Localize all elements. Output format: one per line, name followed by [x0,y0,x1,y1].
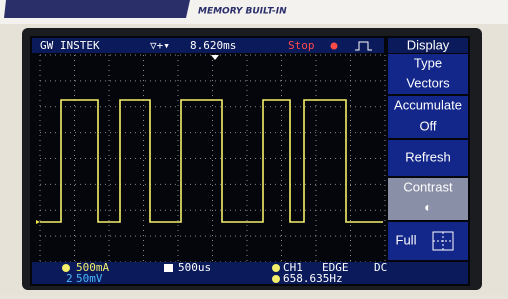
ch2-badge: 2 [66,272,73,285]
ch2-scale: 50mV [76,272,103,285]
frequency: 658.635Hz [283,272,343,285]
menu-label: Refresh [405,149,451,164]
coupling: DC [374,261,387,274]
menu-value: Vectors [406,75,450,90]
oscilloscope-photo: MEMORY BUILT-IN GW INSTEK ▽+▾ 8.620ms St… [0,0,508,295]
menu-label: Accumulate [394,97,462,112]
ch1-badge [62,264,70,272]
brand: GW INSTEK [40,39,100,52]
menu-label: Contrast [403,179,453,194]
trigger-badge [272,264,280,272]
contrast-icon: ◐ [424,199,432,214]
logo [4,0,190,18]
menu-title: Display [407,37,450,52]
menu-label: Full [396,232,417,247]
menu-value: Off [419,118,436,133]
memory-label: MEMORY BUILT-IN [198,7,287,17]
run-dot [331,43,338,50]
timebase: 500us [178,261,211,274]
run-state: Stop [288,39,315,52]
timebase-badge [164,264,173,272]
trigger-arrow: ▽+▾ [150,39,170,52]
freq-badge [272,275,280,283]
menu-label: Type [414,55,442,70]
time-offset: 8.620ms [190,39,236,52]
